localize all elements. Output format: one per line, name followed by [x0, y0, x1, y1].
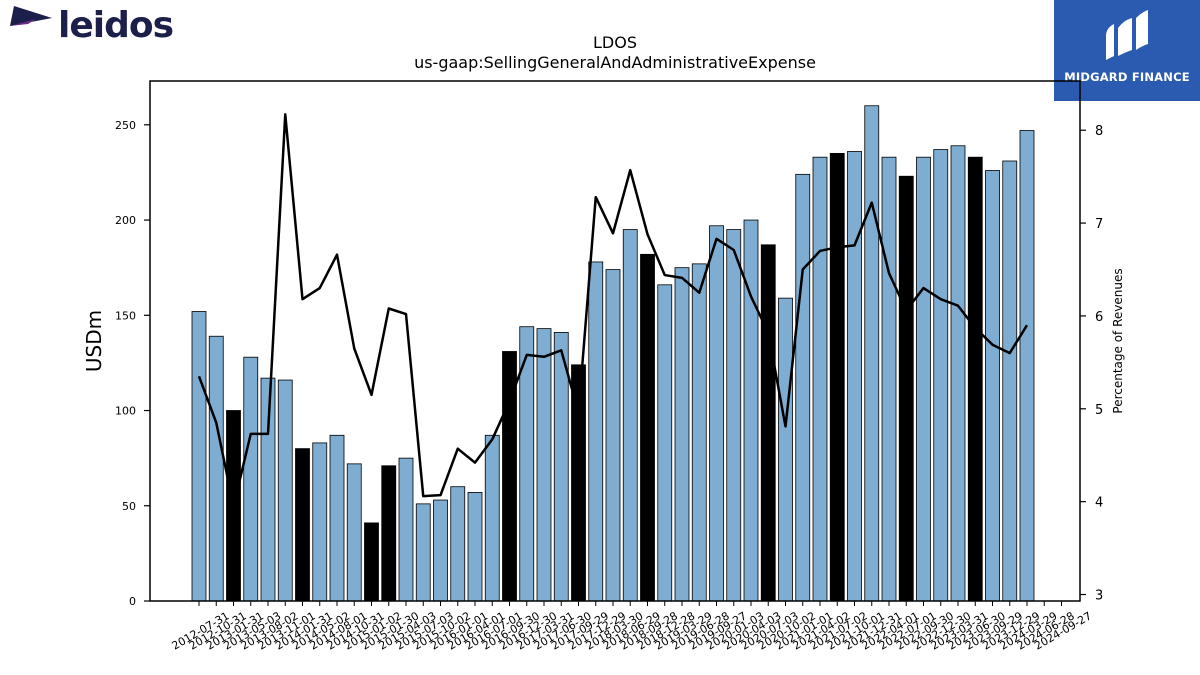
pct-revenue-line — [197, 113, 1029, 508]
bar-2024-03-29 — [1019, 130, 1035, 602]
y-tick-label: 50 — [122, 500, 136, 513]
y-axis-left: 0 50 100 150 200 250 — [115, 119, 150, 608]
bar-2018-12-28 — [657, 284, 673, 602]
y-tick-label: 250 — [115, 119, 136, 132]
bar-2021-07-02 — [829, 152, 845, 602]
chart-subtitle: us-gaap:SellingGeneralAndAdministrativeE… — [414, 53, 816, 72]
bar-2018-06-29 — [622, 229, 638, 602]
bar-2023-12-29 — [1002, 160, 1018, 602]
line-series — [197, 113, 1029, 508]
bar-2015-10-02 — [433, 499, 448, 602]
bar-2015-01-30 — [381, 465, 397, 602]
bar-2015-01-02 — [364, 522, 379, 602]
bar-2022-12-30 — [933, 149, 949, 602]
bar-2022-04-01 — [881, 156, 897, 602]
y2-tick-label: 8 — [1095, 124, 1103, 139]
y-axis-right: 3 4 5 6 7 8 — [1080, 124, 1103, 604]
bar-2023-09-29 — [985, 170, 1000, 602]
leidos-logo: leidos — [6, 4, 176, 48]
leidos-wordmark: leidos — [58, 5, 174, 46]
bar-2019-03-29 — [674, 267, 690, 602]
bar-series — [191, 105, 1035, 602]
bar-2022-07-01 — [898, 175, 914, 602]
bar-2018-03-30 — [605, 269, 621, 602]
bar-2012-07-31 — [191, 311, 207, 602]
y-tick-label: 150 — [115, 309, 136, 322]
bar-2020-01-03 — [726, 229, 742, 602]
midgard-wordmark: MIDGARD FINANCE — [1064, 70, 1190, 84]
y-tick-label: 0 — [129, 595, 136, 608]
bar-2017-06-30 — [553, 332, 569, 602]
bar-2021-01-01 — [795, 173, 811, 602]
bar-2016-04-01 — [467, 492, 483, 602]
bar-2012-10-31 — [208, 335, 224, 602]
bar-2015-04-03 — [398, 457, 414, 602]
bar-2016-07-01 — [484, 434, 500, 602]
bar-2016-01-01 — [450, 486, 466, 602]
bar-2022-09-30 — [916, 156, 931, 602]
y2-tick-label: 4 — [1095, 496, 1103, 511]
y2-tick-label: 6 — [1095, 310, 1103, 325]
leidos-swoosh-icon — [10, 6, 52, 26]
bar-2020-07-03 — [760, 244, 776, 602]
bar-2013-05-03 — [243, 356, 259, 602]
bar-2013-11-01 — [277, 379, 293, 602]
bar-2014-10-31 — [346, 463, 362, 602]
y2-axis-label: Percentage of Revenues — [1111, 268, 1125, 413]
bar-2023-06-30 — [967, 156, 983, 602]
bar-2023-03-31 — [950, 145, 966, 602]
x-axis: 2012-07-312012-10-312013-01-312013-05-03… — [170, 601, 1094, 653]
bar-2021-12-31 — [864, 105, 880, 602]
bar-2019-06-28 — [691, 263, 707, 602]
bar-2017-03-31 — [536, 328, 552, 602]
y2-tick-label: 3 — [1095, 589, 1103, 604]
bar-2015-07-03 — [415, 503, 431, 602]
bar-2014-01-31 — [295, 448, 310, 602]
bar-2018-09-28 — [640, 253, 655, 602]
y-tick-label: 200 — [115, 214, 136, 227]
bar-2020-04-03 — [743, 219, 759, 602]
midgard-emblem-icon — [1106, 10, 1148, 60]
bar-2021-04-02 — [812, 156, 828, 602]
midgard-finance-logo: MIDGARD FINANCE — [1054, 0, 1200, 101]
bar-2019-09-27 — [709, 225, 724, 602]
bar-2014-05-02 — [312, 442, 328, 602]
axes-frame — [149, 80, 1081, 602]
y2-tick-label: 7 — [1095, 217, 1103, 232]
chart-title: LDOS — [593, 33, 637, 52]
y2-tick-label: 5 — [1095, 403, 1103, 418]
y-tick-label: 100 — [115, 405, 136, 418]
bar-2014-08-01 — [329, 434, 345, 602]
bar-2021-10-01 — [847, 151, 862, 602]
bar-2017-12-29 — [588, 261, 604, 602]
y-axis-label: USDm — [82, 310, 106, 372]
bar-2020-10-02 — [778, 297, 793, 602]
